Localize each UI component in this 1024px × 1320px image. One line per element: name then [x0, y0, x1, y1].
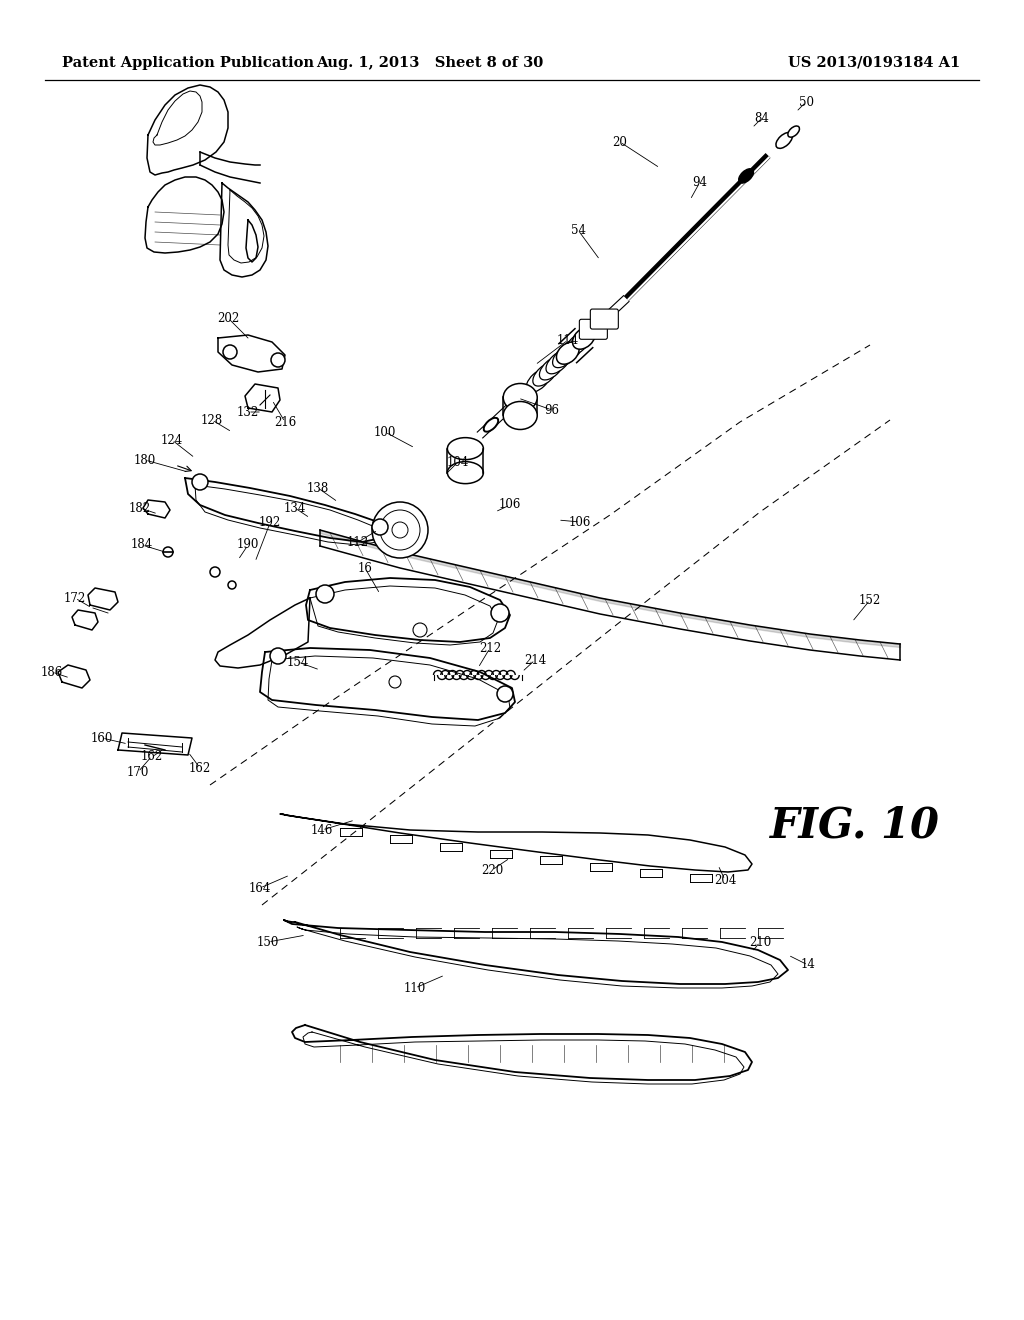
Ellipse shape [572, 327, 595, 350]
Circle shape [163, 546, 173, 557]
Text: 204: 204 [714, 874, 736, 887]
Ellipse shape [483, 418, 499, 432]
Circle shape [372, 519, 388, 535]
Ellipse shape [572, 326, 597, 350]
Text: 16: 16 [357, 561, 373, 574]
Ellipse shape [579, 319, 603, 343]
Circle shape [270, 648, 286, 664]
Text: 172: 172 [63, 591, 86, 605]
Ellipse shape [447, 462, 483, 483]
Circle shape [380, 510, 420, 550]
Text: 134: 134 [284, 502, 306, 515]
Circle shape [490, 605, 509, 622]
Text: 210: 210 [749, 936, 771, 949]
Ellipse shape [526, 368, 551, 392]
Circle shape [372, 502, 428, 558]
Text: 186: 186 [41, 665, 63, 678]
Text: 94: 94 [692, 176, 708, 189]
Text: 128: 128 [201, 413, 223, 426]
Text: 184: 184 [131, 539, 154, 552]
Text: 202: 202 [217, 312, 240, 325]
Text: 132: 132 [237, 405, 259, 418]
Circle shape [413, 623, 427, 638]
Text: 20: 20 [612, 136, 628, 149]
Text: 192: 192 [259, 516, 282, 529]
Text: 138: 138 [307, 482, 329, 495]
Circle shape [193, 474, 208, 490]
Text: 152: 152 [859, 594, 881, 606]
Ellipse shape [546, 350, 570, 374]
Circle shape [223, 345, 237, 359]
Text: Patent Application Publication: Patent Application Publication [62, 55, 314, 70]
FancyBboxPatch shape [580, 319, 607, 339]
Ellipse shape [738, 169, 754, 183]
Ellipse shape [503, 384, 538, 412]
Text: US 2013/0193184 A1: US 2013/0193184 A1 [787, 55, 961, 70]
Ellipse shape [556, 342, 580, 364]
Ellipse shape [447, 438, 483, 459]
Ellipse shape [787, 125, 800, 137]
Text: 50: 50 [799, 95, 813, 108]
Text: 170: 170 [127, 766, 150, 779]
Text: 182: 182 [129, 502, 152, 515]
Text: 214: 214 [524, 653, 546, 667]
Text: 114: 114 [557, 334, 580, 346]
Text: 160: 160 [91, 731, 114, 744]
Circle shape [316, 585, 334, 603]
Text: 146: 146 [311, 824, 333, 837]
Text: 110: 110 [403, 982, 426, 994]
Text: 162: 162 [141, 751, 163, 763]
Text: 190: 190 [237, 539, 259, 552]
Text: 104: 104 [446, 455, 469, 469]
Text: 220: 220 [481, 863, 503, 876]
Text: 106: 106 [499, 499, 521, 511]
Circle shape [392, 521, 408, 539]
Text: 96: 96 [545, 404, 559, 417]
Text: 84: 84 [755, 111, 769, 124]
Text: 180: 180 [134, 454, 156, 466]
Ellipse shape [565, 331, 590, 355]
Circle shape [210, 568, 220, 577]
Circle shape [271, 352, 285, 367]
Text: Aug. 1, 2013   Sheet 8 of 30: Aug. 1, 2013 Sheet 8 of 30 [316, 55, 544, 70]
Ellipse shape [503, 401, 538, 429]
Circle shape [497, 686, 513, 702]
Text: 100: 100 [374, 425, 396, 438]
Text: 124: 124 [161, 433, 183, 446]
Text: 216: 216 [273, 416, 296, 429]
FancyBboxPatch shape [590, 309, 618, 329]
Ellipse shape [776, 132, 793, 148]
Text: 106: 106 [568, 516, 591, 528]
Text: FIG. 10: FIG. 10 [770, 804, 940, 846]
Circle shape [389, 676, 401, 688]
Text: 212: 212 [479, 642, 501, 655]
Ellipse shape [540, 356, 564, 380]
Ellipse shape [559, 338, 584, 362]
Text: 54: 54 [570, 223, 586, 236]
Text: 154: 154 [287, 656, 309, 668]
Circle shape [228, 581, 236, 589]
Text: 14: 14 [801, 958, 815, 972]
Text: 164: 164 [249, 882, 271, 895]
Text: 162: 162 [188, 762, 211, 775]
Ellipse shape [532, 363, 557, 385]
Text: 112: 112 [347, 536, 369, 549]
Ellipse shape [553, 345, 578, 368]
Text: 150: 150 [257, 936, 280, 949]
